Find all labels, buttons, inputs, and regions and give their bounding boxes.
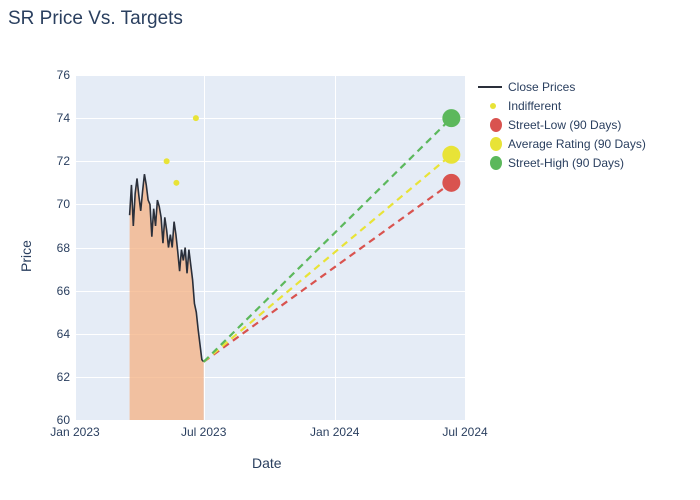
x-tick-label: Jan 2023	[50, 425, 99, 439]
x-tick-label: Jul 2024	[442, 425, 487, 439]
legend-label: Average Rating (90 Days)	[508, 137, 646, 151]
legend-dot-icon	[478, 156, 502, 170]
legend-label: Street-Low (90 Days)	[508, 118, 621, 132]
dot-icon	[490, 137, 502, 151]
legend-label: Indifferent	[508, 99, 561, 113]
legend-line-swatch	[478, 86, 502, 88]
legend-dot-icon	[478, 137, 502, 151]
close-price-area	[130, 174, 204, 420]
chart-title: SR Price Vs. Targets	[8, 8, 183, 30]
legend-item[interactable]: Average Rating (90 Days)	[478, 135, 646, 152]
y-tick-label: 68	[40, 241, 70, 255]
indifferent-point	[164, 158, 170, 164]
legend-dot-icon	[478, 118, 502, 132]
target-marker-high	[442, 109, 460, 127]
indifferent-point	[193, 115, 199, 121]
target-marker-avg	[442, 146, 460, 164]
legend-dot-icon	[478, 103, 502, 109]
y-tick-label: 74	[40, 111, 70, 125]
legend-item[interactable]: Close Prices	[478, 78, 646, 95]
legend-label: Street-High (90 Days)	[508, 156, 624, 170]
legend-item[interactable]: Street-High (90 Days)	[478, 154, 646, 171]
legend-item[interactable]: Indifferent	[478, 97, 646, 114]
target-line-low	[204, 183, 452, 362]
legend-item[interactable]: Street-Low (90 Days)	[478, 116, 646, 133]
chart-container: SR Price Vs. Targets 606264666870727476 …	[0, 0, 700, 500]
legend-label: Close Prices	[508, 80, 575, 94]
y-tick-label: 64	[40, 327, 70, 341]
y-tick-label: 72	[40, 154, 70, 168]
y-axis-label: Price	[18, 240, 34, 272]
dot-icon	[490, 103, 496, 109]
dot-icon	[490, 118, 502, 132]
legend: Close Prices Indifferent Street-Low (90 Da…	[478, 78, 646, 173]
gridline-v	[465, 75, 466, 420]
gridline-h	[75, 420, 465, 421]
x-tick-label: Jul 2023	[181, 425, 226, 439]
chart-svg	[75, 75, 465, 420]
y-tick-label: 76	[40, 68, 70, 82]
y-tick-label: 70	[40, 197, 70, 211]
x-tick-label: Jan 2024	[310, 425, 359, 439]
dot-icon	[490, 156, 502, 170]
target-line-high	[204, 118, 452, 362]
target-marker-low	[442, 174, 460, 192]
x-axis-label: Date	[252, 455, 282, 471]
indifferent-point	[173, 180, 179, 186]
y-tick-label: 66	[40, 284, 70, 298]
target-line-avg	[204, 155, 452, 362]
y-tick-label: 62	[40, 370, 70, 384]
